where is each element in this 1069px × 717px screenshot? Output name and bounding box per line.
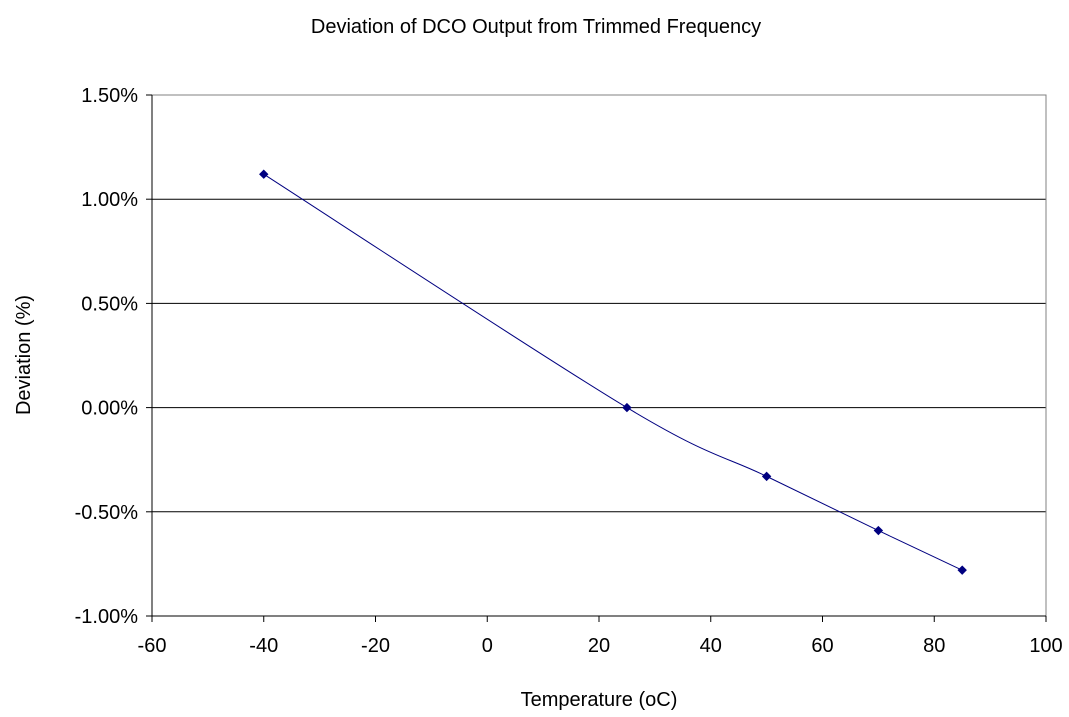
x-axis-label: Temperature (oC) [521,689,678,711]
axes: -1.00% -0.50% 0.00% 0.50% 1.00% 1.50% -60 -40 -2… [75,85,1063,657]
x-tick-label: 0 [482,635,493,657]
series-line [263,173,963,571]
y-tick-label: -1.00% [75,606,139,628]
y-axis-label: Deviation (%) [13,295,35,415]
y-tick-label: 0.50% [81,293,138,315]
y-tick-label: 1.50% [81,85,138,107]
x-tick-label: 60 [811,635,833,657]
y-tick-label: 0.00% [81,398,138,420]
x-tick-label: 40 [700,635,722,657]
x-tick-label: 20 [588,635,610,657]
x-tick-label: 80 [923,635,945,657]
data-point-marker [957,565,967,575]
data-point-marker [259,169,269,179]
y-tick-label: -0.50% [75,502,139,524]
series-layer [259,169,967,575]
data-point-marker [761,471,772,482]
data-point-marker [873,525,884,536]
x-tick-label: -20 [361,635,390,657]
plot-area [151,94,1047,617]
x-tick-label: -60 [138,635,167,657]
y-tick-label: 1.00% [81,189,138,211]
gridlines [152,198,1046,513]
chart-title: Deviation of DCO Output from Trimmed Fre… [311,16,761,38]
x-tick-label: -40 [249,635,278,657]
x-tick-label: 100 [1029,635,1062,657]
data-point-marker [622,402,632,413]
